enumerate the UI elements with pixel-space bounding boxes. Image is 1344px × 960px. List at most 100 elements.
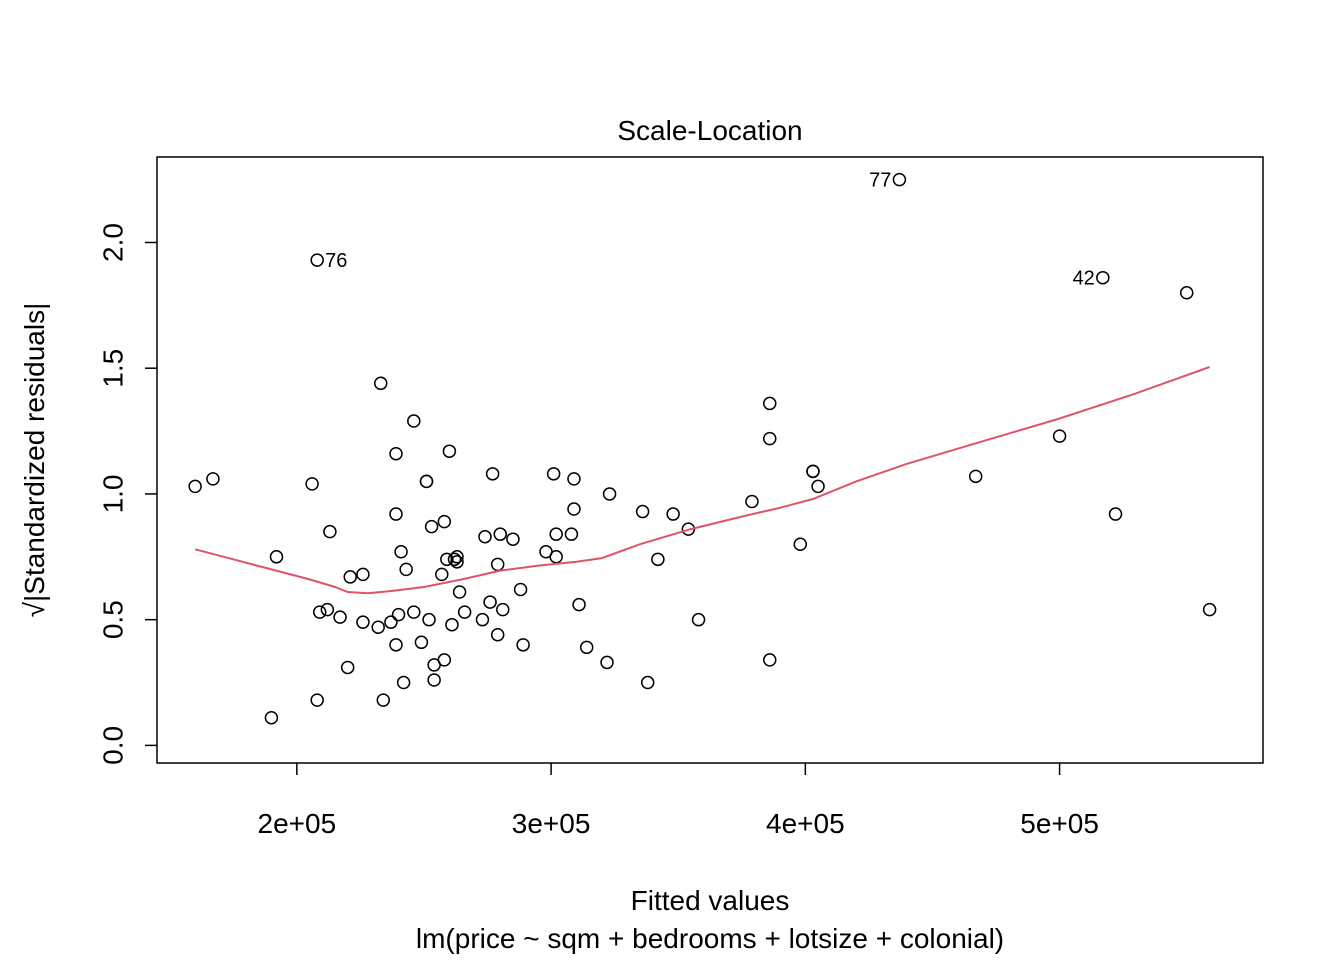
data-point <box>407 414 421 428</box>
data-point <box>579 640 594 655</box>
data-point <box>793 537 808 551</box>
y-tick-label: 1.0 <box>97 474 128 513</box>
data-point <box>457 605 472 619</box>
data-point <box>549 527 563 541</box>
data-point <box>635 504 650 519</box>
plot-frame <box>156 156 1264 764</box>
data-point <box>389 507 403 521</box>
data-point <box>442 444 457 458</box>
x-tick-label: 5e+05 <box>1020 808 1099 839</box>
data-point <box>806 464 820 479</box>
data-point <box>376 693 391 707</box>
data-point <box>424 519 439 534</box>
data-point <box>407 605 421 619</box>
data-point <box>1052 429 1067 443</box>
data-point <box>640 675 655 690</box>
data-point <box>567 472 581 486</box>
data-point <box>391 607 406 622</box>
data-point <box>373 376 388 391</box>
y-axis-label-text: Standardized residuals <box>19 310 50 595</box>
data-point <box>356 615 370 629</box>
data-point <box>312 605 327 619</box>
smoothed-trend-line <box>194 366 1210 595</box>
data-point <box>513 582 528 597</box>
x-tick-label: 3e+05 <box>512 808 591 839</box>
data-point <box>549 550 563 564</box>
data-point <box>450 555 464 569</box>
data-point <box>399 562 413 577</box>
data-points <box>188 172 1217 725</box>
data-point <box>564 527 579 541</box>
data-point <box>427 673 441 687</box>
data-point <box>437 653 452 667</box>
y-axis-label: √|Standardized residuals| <box>19 303 50 618</box>
data-point <box>389 638 403 652</box>
data-point <box>422 612 436 627</box>
data-point <box>435 567 449 582</box>
y-tick-label: 2.0 <box>97 223 128 262</box>
data-point <box>445 617 459 632</box>
data-point <box>333 610 347 624</box>
data-point <box>762 431 777 446</box>
data-point <box>310 693 324 707</box>
data-point <box>811 479 825 494</box>
data-point <box>602 487 617 501</box>
x-axis-label: Fitted values <box>631 885 790 916</box>
data-point <box>485 467 500 481</box>
data-point <box>447 552 462 567</box>
data-point <box>1096 270 1110 285</box>
data-point <box>483 595 497 609</box>
data-point <box>1108 507 1123 521</box>
data-point <box>892 172 907 187</box>
data-point <box>323 524 337 539</box>
data-point <box>546 467 561 481</box>
data-point <box>478 529 492 544</box>
data-point <box>666 507 680 521</box>
data-point <box>567 502 581 516</box>
x-tick-label: 2e+05 <box>258 808 337 839</box>
data-point <box>450 550 464 564</box>
x-axis-sublabel: lm(price ~ sqm + bedrooms + lotsize + co… <box>416 923 1004 954</box>
data-point <box>490 557 505 572</box>
data-point <box>490 628 505 642</box>
data-point <box>305 477 319 491</box>
data-point <box>310 253 324 267</box>
data-point <box>572 597 586 612</box>
point-labels: 76 77 42 <box>325 170 1095 290</box>
x-axis: 2e+05 3e+05 4e+05 5e+05 <box>258 763 1099 839</box>
data-point <box>206 472 220 486</box>
data-point <box>264 710 279 725</box>
data-point <box>762 396 777 411</box>
y-axis-label-suffix: | <box>19 303 50 310</box>
data-point <box>356 567 370 582</box>
data-point <box>340 660 355 675</box>
data-point <box>437 514 452 529</box>
data-point <box>396 675 411 690</box>
y-tick-label: 0.0 <box>97 726 128 765</box>
data-point <box>516 638 530 652</box>
data-point <box>1202 602 1217 617</box>
x-tick-label: 4e+05 <box>766 808 845 839</box>
data-point <box>968 469 983 484</box>
data-point <box>475 612 490 627</box>
data-point <box>269 550 284 564</box>
chart-title: Scale-Location <box>617 115 802 146</box>
y-tick-label: 1.5 <box>97 349 128 388</box>
data-point <box>762 653 777 667</box>
data-point <box>452 585 467 599</box>
data-point <box>414 635 429 650</box>
data-point <box>394 545 408 559</box>
data-point <box>371 620 385 634</box>
data-point <box>600 655 614 670</box>
data-point <box>1179 286 1194 300</box>
data-point <box>188 479 202 494</box>
point-id-label: 76 <box>325 250 347 272</box>
point-id-label: 77 <box>869 170 891 192</box>
data-point <box>343 570 357 584</box>
point-id-label: 42 <box>1073 268 1095 290</box>
data-point <box>419 474 434 489</box>
data-point <box>384 615 398 629</box>
data-point <box>745 494 759 509</box>
data-point <box>651 552 665 567</box>
